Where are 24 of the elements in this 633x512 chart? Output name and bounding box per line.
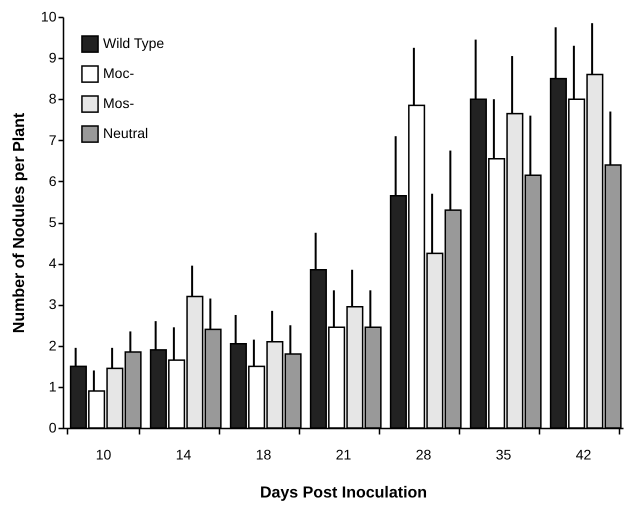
y-tick-label: 4: [48, 255, 57, 272]
legend-label: Mos-: [103, 95, 134, 111]
x-tick-label: 18: [256, 446, 272, 462]
legend-label: Moc-: [103, 65, 134, 81]
y-tick-label: 8: [48, 90, 57, 107]
x-tick-label: 10: [96, 446, 112, 462]
x-tick-label: 42: [576, 446, 592, 462]
legend-label: Neutral: [103, 125, 148, 141]
y-axis-title: Number of Nodules per Plant: [10, 112, 28, 334]
x-tick-label: 35: [496, 446, 512, 462]
y-tick-label: 3: [48, 296, 57, 312]
y-tick-label: 10: [40, 8, 57, 24]
y-tick-label: 7: [48, 132, 57, 148]
y-tick-label: 5: [48, 214, 57, 230]
y-tick-label: 1: [48, 378, 57, 394]
x-tick-label: 28: [416, 446, 432, 462]
y-tick-label: 6: [48, 172, 57, 189]
y-tick-label: 2: [48, 337, 57, 354]
y-tick-label: 9: [48, 50, 57, 66]
x-tick-label: 14: [176, 446, 192, 462]
legend-label: Wild Type: [103, 35, 164, 51]
x-axis-title: Days Post Inoculation: [260, 484, 428, 502]
x-tick-label: 21: [336, 446, 352, 462]
y-tick-label: 0: [48, 420, 57, 436]
